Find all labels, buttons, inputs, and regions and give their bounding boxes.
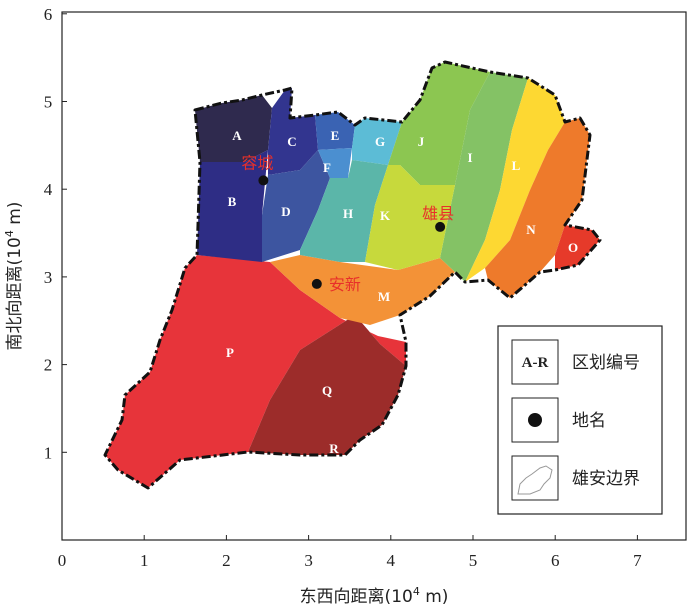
x-tick-label: 0: [58, 551, 67, 570]
zone-label-K: K: [380, 208, 391, 223]
zone-B: [197, 150, 268, 262]
legend-boundary-shape: [517, 465, 553, 495]
zone-L: [465, 78, 565, 282]
y-tick-label: 4: [44, 180, 53, 199]
place-marker: [435, 221, 446, 232]
x-axis: 0 1 2 3 4 5 6 7: [58, 535, 642, 570]
place-label: 雄县: [422, 204, 454, 223]
zone-E: [315, 112, 355, 150]
place-label: 安新: [329, 275, 361, 294]
zone-label-E: E: [331, 128, 340, 143]
xiongan-boundary: [103, 60, 602, 490]
zone-label-Q: Q: [322, 383, 332, 398]
zone-label-C: C: [287, 134, 296, 149]
y-axis-title: 南北向距离(104 m): [3, 202, 25, 351]
zone-P: [105, 255, 406, 488]
zone-F: [318, 148, 352, 178]
zone-G: [352, 118, 402, 165]
x-tick-label: 6: [551, 551, 560, 570]
zone-label-A: A: [232, 128, 242, 143]
y-tick-label: 1: [44, 443, 53, 462]
zone-label-D: D: [281, 204, 290, 219]
legend-place-marker: [528, 413, 542, 427]
zone-M: [270, 255, 455, 325]
zone-label-P: P: [226, 345, 234, 360]
x-tick-label: 1: [140, 551, 149, 570]
place-label: 容城: [241, 153, 273, 172]
zone-label-O: O: [568, 240, 578, 255]
zone-K: [365, 165, 455, 270]
x-tick-label: 3: [304, 551, 313, 570]
x-tick-label: 7: [633, 551, 642, 570]
x-tick-label: 2: [222, 551, 231, 570]
zone-D: [262, 150, 330, 262]
x-tick-label: 4: [387, 551, 396, 570]
x-axis-title: 东西向距离(104 m): [300, 585, 449, 607]
zone-Q: [248, 315, 406, 455]
zone-label-L: L: [512, 158, 521, 173]
x-tick-label: 5: [469, 551, 478, 570]
zones-layer: [105, 62, 600, 488]
zone-label-I: I: [467, 150, 472, 165]
zone-J: [388, 62, 490, 185]
y-axis: 1 2 3 4 5 6: [44, 5, 67, 462]
zone-labels: A B C D E F G H J I K L N O M P Q R: [226, 128, 578, 456]
zone-label-M: M: [378, 289, 390, 304]
y-tick-label: 3: [44, 268, 53, 287]
zone-label-G: G: [375, 134, 385, 149]
place-marker: [258, 175, 269, 186]
legend-place-text: 地名: [572, 411, 606, 431]
legend-place-swatch: [511, 397, 559, 443]
zone-I: [440, 72, 528, 282]
zone-N: [485, 118, 590, 298]
zone-label-F: F: [323, 160, 331, 175]
zone-label-R: R: [329, 441, 339, 456]
zone-label-N: N: [526, 222, 536, 237]
place-marker: [311, 278, 322, 289]
zone-label-B: B: [228, 194, 237, 209]
legend-zone-code: A-R: [522, 355, 549, 371]
zone-H: [300, 160, 388, 262]
y-tick-label: 6: [44, 5, 53, 24]
zone-C: [268, 88, 318, 175]
legend: A-R 区划编号 地名 雄安边界: [497, 325, 663, 515]
legend-boundary-text: 雄安边界: [572, 469, 640, 489]
zone-O: [555, 225, 600, 270]
y-tick-label: 2: [44, 356, 53, 375]
legend-boundary-swatch: [511, 455, 559, 501]
legend-zone-text: 区划编号: [572, 353, 640, 373]
legend-zone-swatch: [511, 339, 559, 385]
zone-label-J: J: [418, 134, 425, 149]
y-tick-label: 5: [44, 93, 53, 112]
zone-label-H: H: [343, 206, 353, 221]
zone-A: [195, 95, 272, 162]
